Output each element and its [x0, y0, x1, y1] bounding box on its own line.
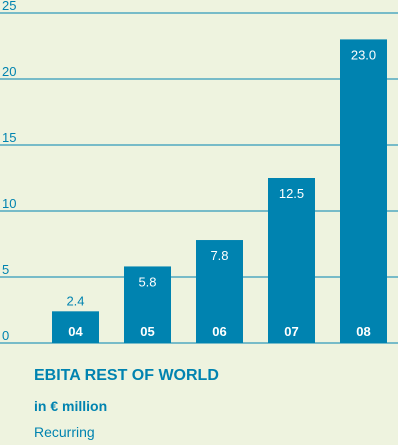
chart-note: Recurring [34, 424, 95, 440]
data-label-06: 7.8 [210, 248, 228, 263]
y-tick-label-0: 0 [2, 328, 9, 343]
y-tick-label-5: 5 [2, 262, 9, 277]
y-tick-label-20: 20 [2, 64, 16, 79]
bars: 04 2.4 05 5.8 06 7.8 07 12.5 08 23.0 [52, 39, 387, 344]
bar-05 [124, 266, 171, 343]
y-tick-label-15: 15 [2, 130, 16, 145]
bar-04 [52, 311, 99, 343]
data-label-05: 5.8 [138, 274, 156, 289]
x-tick-label-06: 06 [212, 324, 226, 339]
x-tick-label-07: 07 [284, 324, 298, 339]
bar-07 [268, 178, 315, 343]
y-tick-label-25: 25 [2, 0, 16, 13]
data-label-08: 23.0 [351, 47, 376, 62]
chart-title: EBITA REST OF WORLD [34, 367, 219, 384]
data-label-07: 12.5 [279, 186, 304, 201]
x-tick-label-08: 08 [356, 324, 370, 339]
chart-subtitle: in € million [34, 398, 108, 414]
x-tick-label-04: 04 [68, 324, 83, 339]
x-tick-label-05: 05 [140, 324, 154, 339]
bar-06 [196, 240, 243, 343]
data-label-04: 2.4 [66, 293, 84, 308]
bar-08 [340, 39, 387, 344]
y-tick-label-10: 10 [2, 196, 16, 211]
